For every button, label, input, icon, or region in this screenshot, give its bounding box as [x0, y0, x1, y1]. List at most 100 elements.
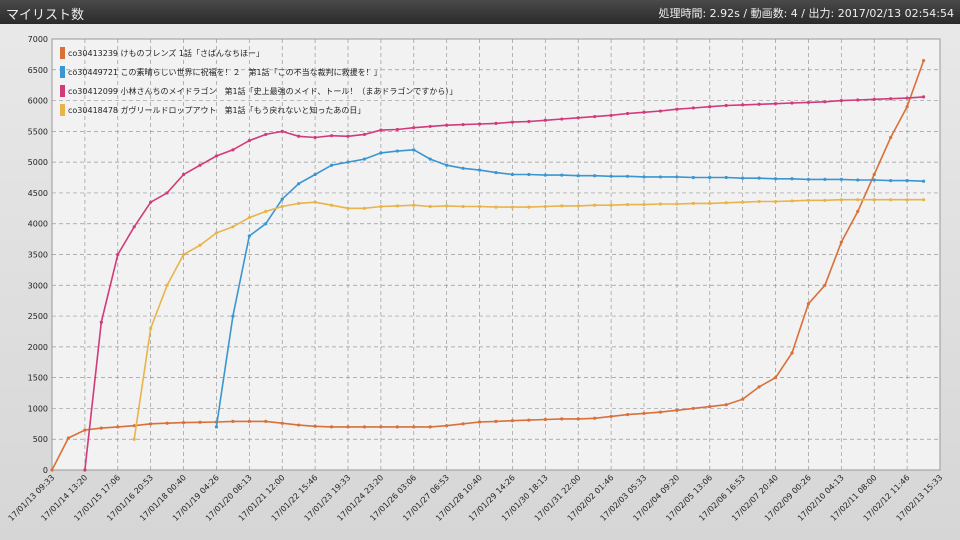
- data-point: [708, 175, 712, 180]
- data-point: [773, 177, 778, 181]
- data-point: [675, 175, 679, 179]
- data-point: [346, 134, 350, 138]
- data-point: [214, 231, 219, 235]
- data-point: [921, 198, 926, 202]
- data-point: [593, 416, 597, 420]
- data-point: [527, 172, 531, 177]
- data-point: [346, 206, 350, 210]
- data-point: [247, 419, 251, 423]
- data-point: [560, 204, 564, 208]
- data-point: [494, 171, 498, 175]
- data-point: [379, 128, 383, 132]
- data-point: [856, 209, 860, 213]
- data-point: [921, 58, 926, 63]
- data-point: [609, 203, 613, 207]
- data-point: [412, 148, 416, 152]
- y-tick-label: 6000: [28, 97, 48, 106]
- data-point: [231, 314, 235, 318]
- data-point: [346, 160, 350, 164]
- data-point: [297, 182, 301, 186]
- data-point: [214, 425, 219, 429]
- data-point: [675, 408, 679, 412]
- y-tick-label: 6500: [28, 66, 48, 75]
- data-point: [856, 98, 860, 102]
- data-point: [905, 96, 909, 100]
- y-tick-label: 5500: [28, 127, 48, 136]
- data-point: [198, 420, 202, 424]
- data-point: [264, 419, 268, 423]
- data-point: [379, 425, 383, 429]
- data-point: [477, 204, 482, 209]
- data-point: [50, 468, 54, 472]
- data-point: [477, 420, 482, 424]
- data-point: [477, 168, 482, 172]
- data-point: [790, 351, 794, 355]
- data-point: [297, 423, 301, 427]
- data-point: [149, 422, 153, 426]
- data-point: [839, 177, 843, 181]
- data-point: [329, 163, 334, 167]
- data-point: [625, 174, 630, 178]
- data-point: [757, 199, 761, 204]
- data-point: [806, 177, 811, 181]
- data-point: [658, 175, 663, 179]
- data-point: [642, 411, 646, 415]
- y-tick-label: 0: [43, 466, 48, 475]
- data-point: [214, 154, 219, 158]
- data-point: [264, 222, 268, 226]
- legend-swatch: [60, 47, 65, 59]
- data-point: [247, 234, 251, 238]
- data-point: [181, 252, 186, 257]
- data-point: [132, 424, 136, 428]
- data-point: [741, 103, 745, 107]
- y-tick-label: 7000: [28, 35, 48, 44]
- y-tick-label: 3500: [28, 251, 48, 260]
- data-point: [609, 414, 613, 419]
- data-point: [116, 425, 120, 429]
- y-tick-label: 1500: [28, 374, 48, 383]
- series-line: [51, 60, 925, 471]
- data-point: [445, 123, 449, 127]
- data-point: [691, 106, 695, 110]
- series-line: [84, 96, 924, 471]
- data-point: [494, 121, 498, 125]
- data-point: [889, 179, 893, 183]
- data-point: [609, 113, 613, 117]
- data-point: [675, 202, 679, 206]
- data-point: [132, 437, 136, 441]
- data-point: [149, 326, 153, 330]
- data-point: [823, 198, 827, 202]
- data-point: [461, 166, 465, 170]
- data-point: [872, 198, 876, 202]
- data-point: [691, 201, 695, 205]
- data-point: [247, 215, 251, 220]
- data-point: [806, 302, 811, 306]
- data-point: [181, 420, 186, 425]
- data-point: [412, 425, 416, 429]
- data-point: [395, 127, 399, 132]
- data-point: [395, 425, 399, 429]
- data-point: [461, 122, 465, 127]
- legend-label: co30418478 ガヴリールドロップアウト 第1話「もう戻れないと知ったあの…: [68, 105, 365, 115]
- data-point: [806, 100, 811, 105]
- data-point: [280, 129, 284, 133]
- data-point: [428, 157, 432, 161]
- data-point: [510, 205, 515, 209]
- data-point: [560, 417, 564, 421]
- y-tick-label: 2000: [28, 343, 48, 352]
- data-point: [889, 97, 893, 101]
- data-point: [839, 240, 843, 244]
- data-point: [773, 102, 778, 106]
- data-point: [428, 425, 432, 429]
- data-point: [576, 116, 580, 120]
- legend-label: co30412099 小林さんちのメイドラゴン 第1話「史上最強のメイド、トール…: [68, 86, 457, 96]
- data-point: [560, 173, 564, 177]
- data-point: [790, 199, 794, 203]
- data-point: [165, 283, 169, 287]
- data-point: [362, 425, 367, 429]
- data-point: [741, 200, 745, 204]
- data-point: [412, 203, 416, 207]
- data-point: [757, 176, 761, 180]
- data-point: [773, 376, 778, 380]
